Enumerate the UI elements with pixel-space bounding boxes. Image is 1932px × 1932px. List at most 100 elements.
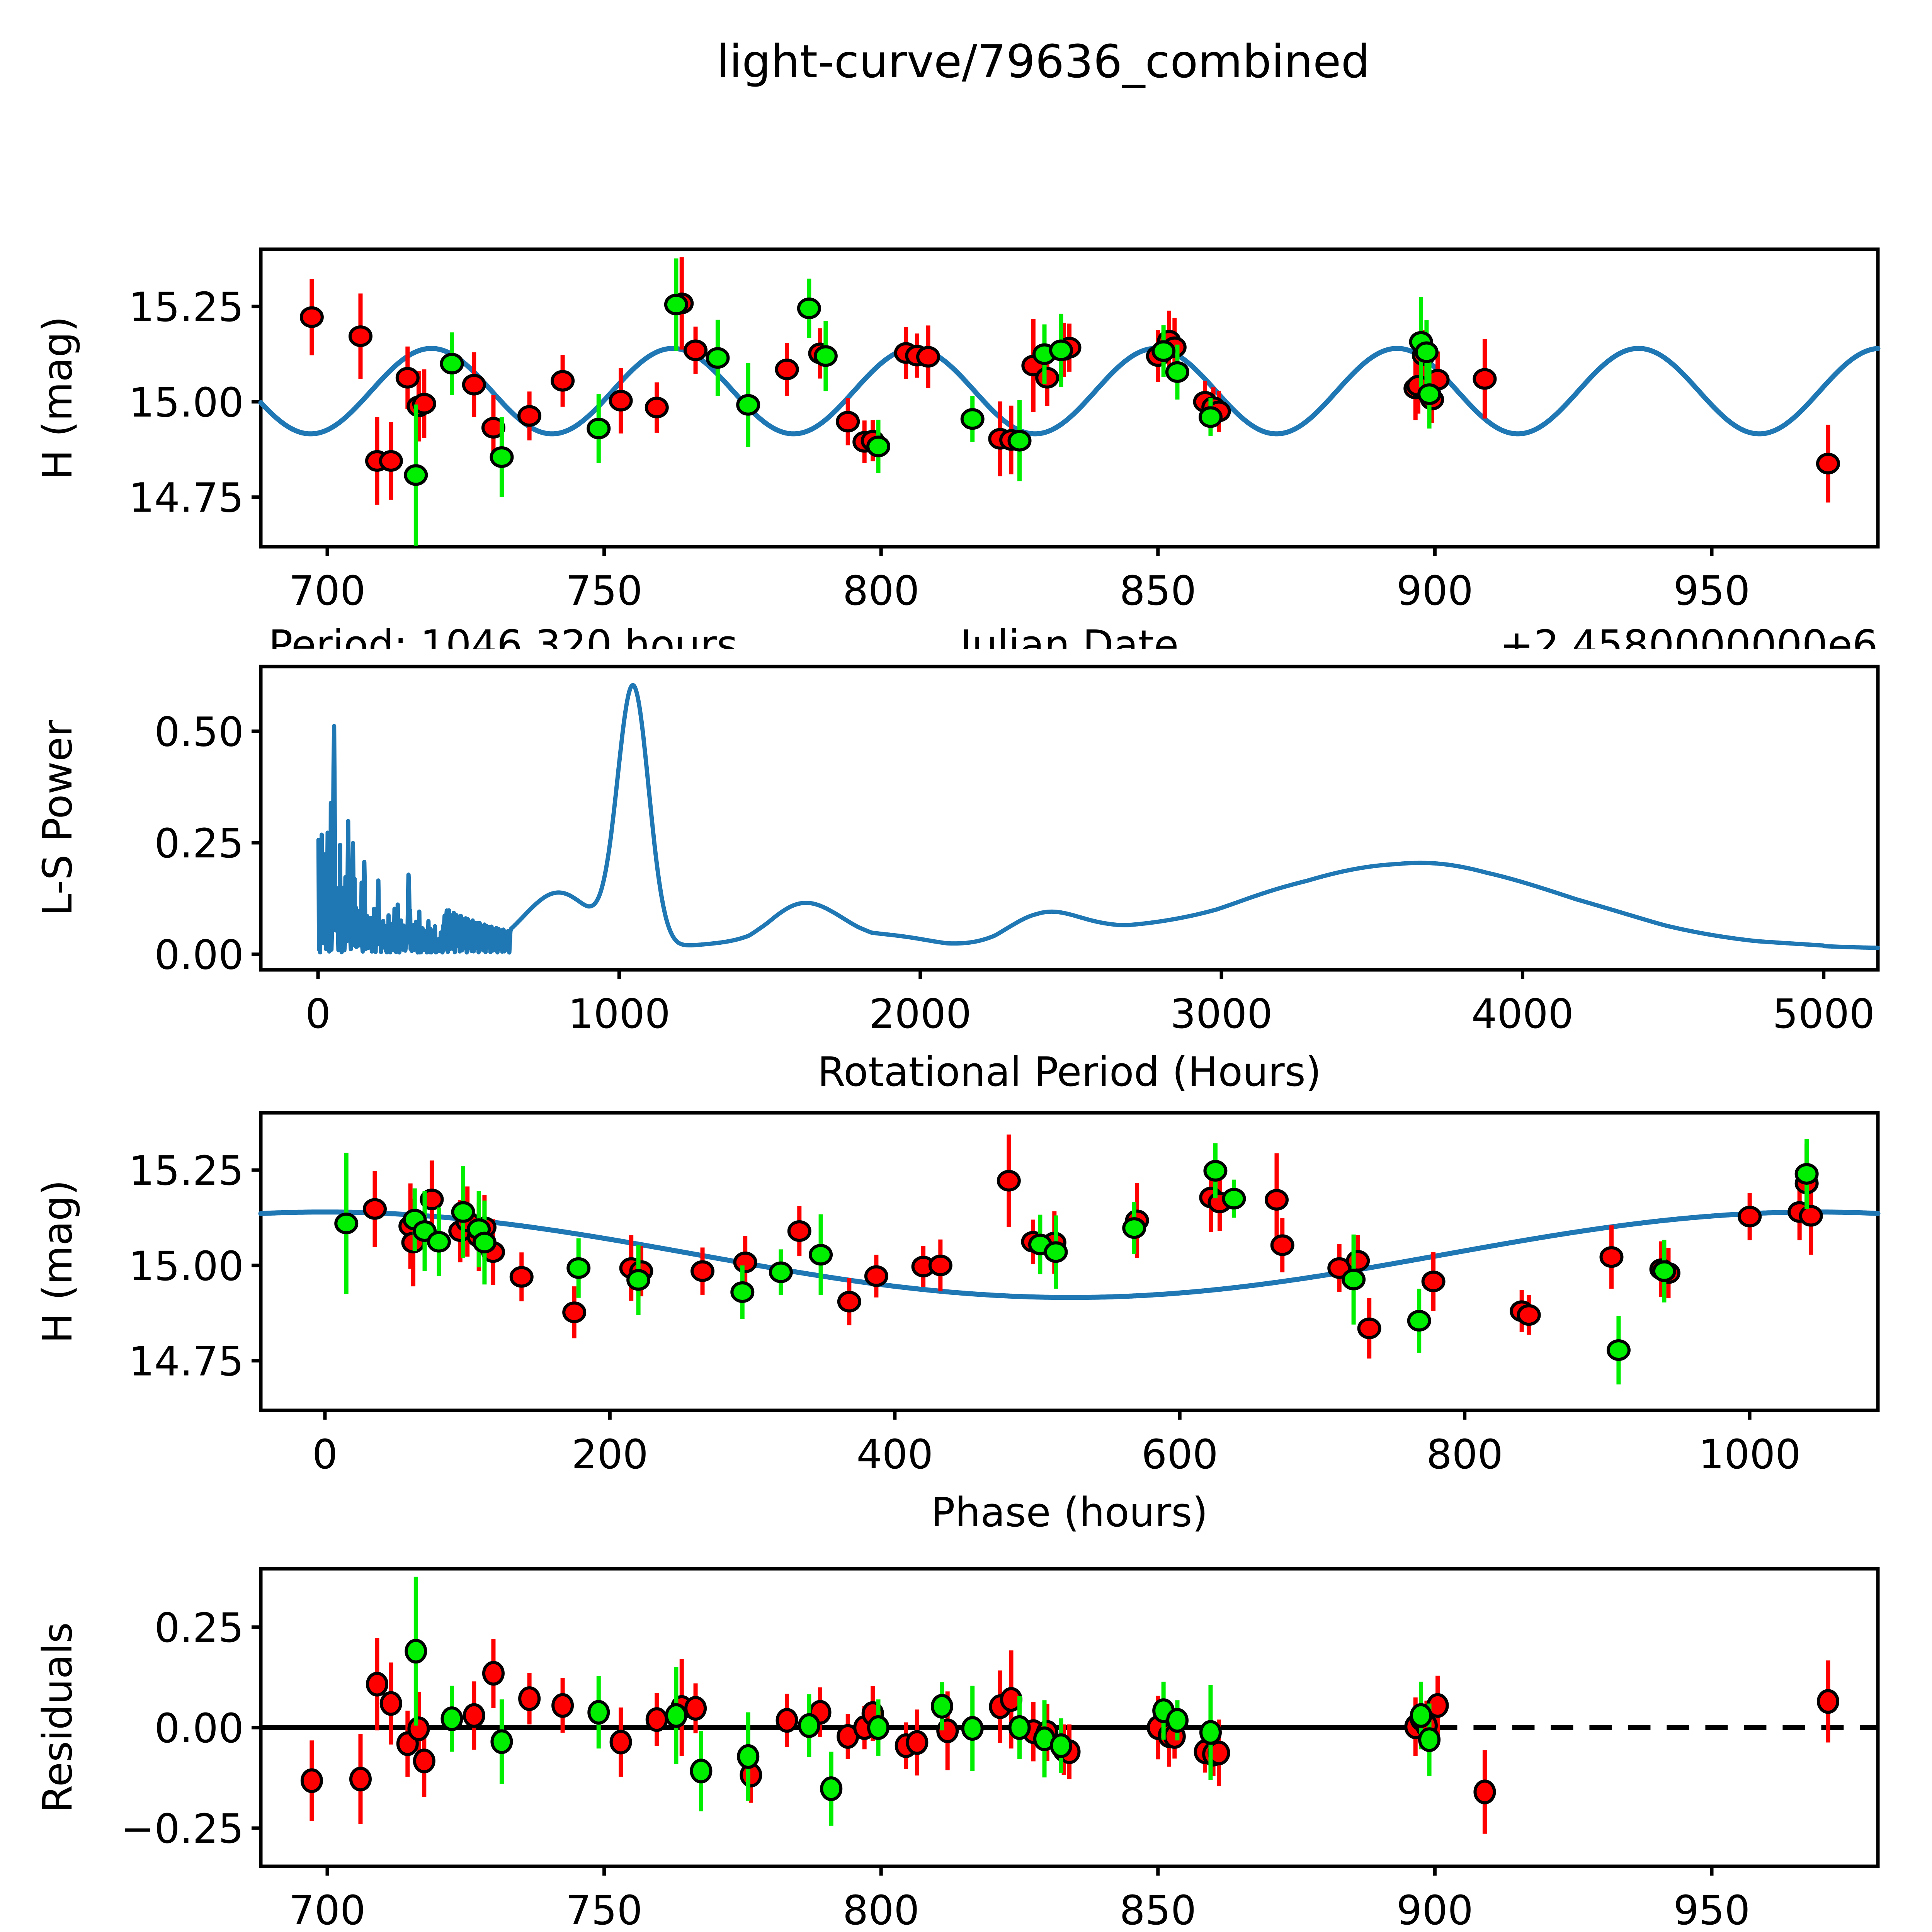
data-point	[906, 1730, 929, 1755]
data-point	[1799, 1205, 1823, 1227]
data-point	[349, 1767, 372, 1792]
data-point	[916, 346, 940, 368]
x-axis-label: Phase (hours)	[931, 1489, 1208, 1536]
y-axis-label: L-S Power	[34, 720, 81, 916]
data-point	[1199, 1720, 1222, 1745]
data-point	[379, 1691, 402, 1716]
data-point	[866, 435, 891, 457]
data-point	[379, 450, 403, 472]
data-point	[787, 1220, 811, 1242]
data-point	[690, 1260, 715, 1282]
x-tick-label: 900	[1396, 567, 1473, 614]
data-point	[797, 298, 821, 320]
data-point	[562, 1301, 587, 1323]
data-point	[405, 1639, 427, 1664]
data-point	[820, 1776, 843, 1801]
data-point	[413, 1748, 435, 1774]
data-point	[733, 1251, 757, 1273]
data-point	[1652, 1260, 1676, 1282]
x-tick-label: 750	[566, 1887, 643, 1932]
x-tick-label: 850	[1120, 1887, 1197, 1932]
data-point	[645, 1707, 668, 1732]
data-point	[551, 1693, 574, 1718]
data-point	[404, 464, 428, 486]
data-point	[813, 345, 838, 367]
data-point	[1049, 339, 1073, 361]
x-tick-label: 5000	[1772, 990, 1875, 1037]
data-point	[395, 367, 420, 389]
phase-folded-panel: 0 200 400 600 800 1000 15.25 15.00 14.75 H (mag) P…	[34, 1111, 1881, 1536]
y-tick-label: 15.25	[129, 1147, 244, 1194]
data-point	[684, 339, 708, 361]
data-point	[1050, 1733, 1073, 1758]
y-tick-label: 14.75	[129, 474, 244, 522]
x-axis-label: Julian Date	[958, 621, 1179, 649]
data-point	[299, 306, 324, 328]
y-tick-label: −0.25	[121, 1805, 244, 1852]
y-tick-label: 0.25	[154, 1604, 244, 1651]
data-point	[730, 1281, 755, 1303]
x-tick-label: 950	[1673, 1887, 1750, 1932]
figure-title: light-curve/79636_combined	[716, 35, 1370, 88]
y-axis-label: Residuals	[34, 1622, 81, 1813]
data-point	[518, 1686, 541, 1711]
data-point	[706, 347, 730, 369]
x-tick-label: 900	[1396, 1887, 1473, 1932]
data-point	[664, 294, 688, 316]
data-point	[736, 394, 760, 416]
data-point	[1473, 1779, 1496, 1804]
data-point	[1166, 1708, 1189, 1733]
x-tick-label: 950	[1673, 567, 1750, 614]
data-point	[334, 1213, 359, 1235]
data-point	[867, 1715, 890, 1740]
plot-frame	[259, 247, 1880, 549]
series-green-band	[334, 1139, 1819, 1384]
x-offset-label: +2.4580000000e6	[1500, 621, 1878, 649]
data-point	[1794, 1163, 1819, 1185]
plot-frame	[259, 665, 1880, 972]
series-red-band	[299, 257, 1840, 505]
x-tick-label: 200	[571, 1431, 648, 1478]
x-tick-label: 800	[1426, 1431, 1503, 1478]
data-point	[407, 1716, 430, 1742]
data-point	[1122, 1217, 1146, 1239]
y-tick-label: 0.25	[154, 820, 244, 867]
light-curve-panel: 700 750 800 850 900 950 15.25 15.00 14.75 H (mag)…	[34, 247, 1881, 649]
data-point	[809, 1244, 833, 1266]
data-point	[1817, 1689, 1840, 1714]
data-point	[1417, 383, 1442, 405]
data-point	[690, 1759, 713, 1784]
data-point	[481, 417, 505, 439]
x-tick-label: 1000	[1699, 1431, 1801, 1478]
data-point	[1008, 1715, 1031, 1740]
data-point	[1418, 1727, 1441, 1752]
data-point	[645, 396, 669, 418]
data-point	[626, 1269, 651, 1291]
data-point	[1007, 430, 1032, 452]
data-point	[517, 405, 542, 427]
data-point	[362, 1198, 387, 1220]
x-tick-label: 700	[289, 1887, 366, 1932]
model-sinusoid-curve	[258, 1209, 1881, 1300]
y-tick-label: 15.00	[129, 1243, 244, 1290]
data-point	[1517, 1304, 1541, 1326]
data-point	[1198, 406, 1223, 428]
data-point	[837, 1291, 861, 1313]
data-point	[462, 374, 486, 396]
periodogram-curve	[316, 683, 1880, 955]
period-annotation: Period: 1046.320 hours	[269, 621, 738, 649]
data-point	[427, 1231, 451, 1253]
x-tick-label: 400	[857, 1431, 934, 1478]
x-tick-label: 2000	[869, 990, 971, 1037]
series-red-band	[300, 1638, 1840, 1834]
x-tick-label: 4000	[1471, 990, 1574, 1037]
data-point	[412, 393, 436, 415]
data-point	[490, 446, 514, 468]
x-tick-label: 750	[566, 567, 643, 614]
data-point	[1421, 1270, 1446, 1293]
data-point	[440, 1706, 463, 1731]
data-point	[930, 1694, 953, 1719]
data-point	[1151, 340, 1176, 362]
x-tick-label: 600	[1141, 1431, 1218, 1478]
data-point	[1044, 1241, 1068, 1263]
